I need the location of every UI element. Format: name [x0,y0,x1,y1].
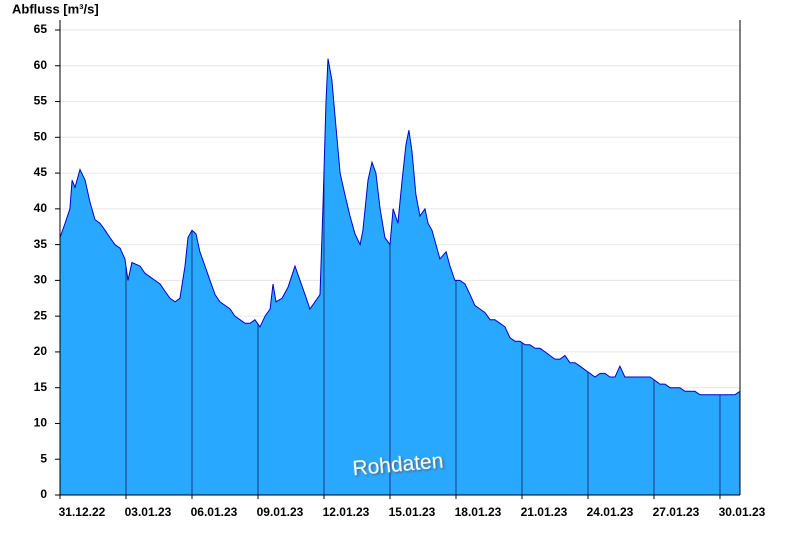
x-tick-label: 18.01.23 [455,505,502,519]
y-tick-label: 5 [40,451,47,465]
y-tick-label: 25 [34,308,48,322]
y-tick-label: 45 [34,165,48,179]
x-tick-label: 24.01.23 [587,505,634,519]
y-tick-label: 15 [34,380,48,394]
x-tick-label: 06.01.23 [191,505,238,519]
y-tick-label: 0 [40,487,47,501]
x-tick-label: 03.01.23 [125,505,172,519]
y-tick-label: 20 [34,344,48,358]
x-tick-label: 12.01.23 [323,505,370,519]
x-tick-label: 09.01.23 [257,505,304,519]
y-tick-label: 55 [34,94,48,108]
x-tick-label: 21.01.23 [521,505,568,519]
y-tick-label: 65 [34,22,48,36]
x-tick-label: 15.01.23 [389,505,436,519]
y-tick-label: 35 [34,237,48,251]
y-tick-label: 40 [34,201,48,215]
x-tick-label: 27.01.23 [653,505,700,519]
area [60,58,740,495]
y-tick-label: 10 [34,416,48,430]
y-tick-label: 50 [34,129,48,143]
x-tick-label: 30.01.23 [719,505,766,519]
y-axis-label: Abfluss [m³/s] [12,1,99,16]
y-tick-label: 60 [34,58,48,72]
x-tick-label: 31.12.22 [59,505,106,519]
line [59,58,741,396]
y-tick-label: 30 [34,273,48,287]
